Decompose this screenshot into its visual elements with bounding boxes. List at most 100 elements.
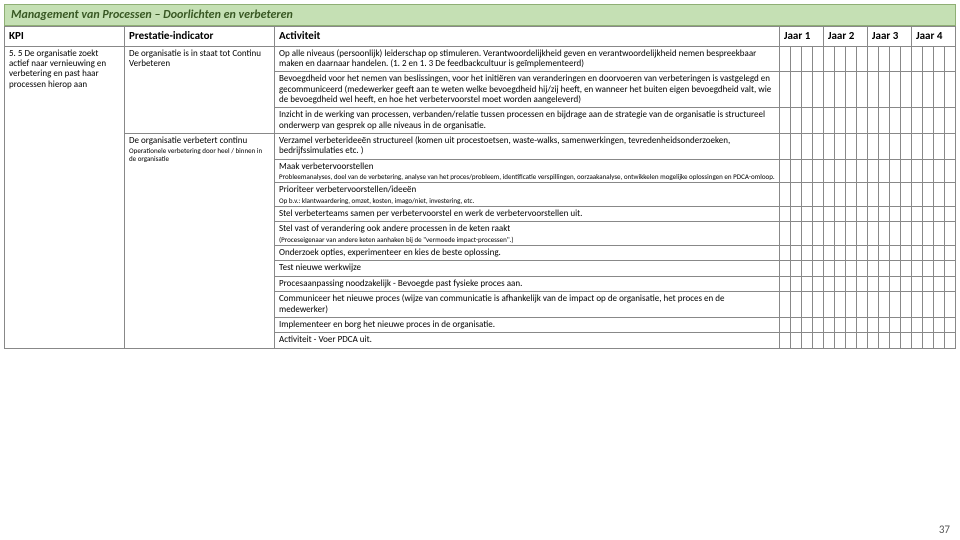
activity-cell: Onderzoek opties, experimenteer en kies … xyxy=(275,246,780,261)
header-activiteit: Activiteit xyxy=(275,27,780,47)
quarter-cell xyxy=(856,134,867,160)
activity-cell: Stel vast of verandering ook andere proc… xyxy=(275,222,780,246)
activity-cell: Communiceer het nieuwe proces (wijze van… xyxy=(275,292,780,318)
quarter-cell xyxy=(823,246,834,261)
quarter-cell xyxy=(801,292,812,318)
quarter-cell xyxy=(790,134,801,160)
quarter-cell xyxy=(911,46,922,72)
prestatie-subtext: Operationele verbetering door heel / bin… xyxy=(129,147,270,162)
quarter-cell xyxy=(812,72,823,108)
quarter-cell xyxy=(889,134,900,160)
quarter-cell xyxy=(922,72,933,108)
quarter-cell xyxy=(801,159,812,183)
quarter-cell xyxy=(856,261,867,276)
quarter-cell xyxy=(856,207,867,222)
quarter-cell xyxy=(856,46,867,72)
quarter-cell xyxy=(834,134,845,160)
quarter-cell xyxy=(889,72,900,108)
quarter-cell xyxy=(779,108,790,134)
quarter-cell xyxy=(845,246,856,261)
quarter-cell xyxy=(922,183,933,207)
quarter-cell xyxy=(779,159,790,183)
quarter-cell xyxy=(911,222,922,246)
quarter-cell xyxy=(900,134,911,160)
quarter-cell xyxy=(812,108,823,134)
quarter-cell xyxy=(911,261,922,276)
quarter-cell xyxy=(900,108,911,134)
quarter-cell xyxy=(812,159,823,183)
quarter-cell xyxy=(867,261,878,276)
quarter-cell xyxy=(845,222,856,246)
quarter-cell xyxy=(933,72,944,108)
quarter-cell xyxy=(944,183,955,207)
quarter-cell xyxy=(922,134,933,160)
activity-text: Activiteit - Voer PDCA uit. xyxy=(279,334,372,345)
quarter-cell xyxy=(944,159,955,183)
quarter-cell xyxy=(922,317,933,332)
quarter-cell xyxy=(845,333,856,348)
quarter-cell xyxy=(922,246,933,261)
quarter-cell xyxy=(856,317,867,332)
quarter-cell xyxy=(933,246,944,261)
quarter-cell xyxy=(878,183,889,207)
quarter-cell xyxy=(878,108,889,134)
quarter-cell xyxy=(812,246,823,261)
prestatie-cell: De organisatie is in staat tot Continu V… xyxy=(125,46,275,133)
quarter-cell xyxy=(834,317,845,332)
quarter-cell xyxy=(823,46,834,72)
quarter-cell xyxy=(889,261,900,276)
activity-cell: Activiteit - Voer PDCA uit. xyxy=(275,333,780,348)
activity-cell: Prioriteer verbetervoorstellen/ideeënOp … xyxy=(275,183,780,207)
quarter-cell xyxy=(845,108,856,134)
table-row: 5. 5 De organisatie zoekt actief naar ve… xyxy=(5,46,956,72)
activity-text: Stel vast of verandering ook andere proc… xyxy=(279,223,510,234)
quarter-cell xyxy=(834,261,845,276)
quarter-cell xyxy=(801,72,812,108)
quarter-cell xyxy=(900,261,911,276)
quarter-cell xyxy=(790,46,801,72)
quarter-cell xyxy=(867,46,878,72)
quarter-cell xyxy=(812,261,823,276)
activity-text: Stel verbeterteams samen per verbetervoo… xyxy=(279,208,582,219)
quarter-cell xyxy=(779,317,790,332)
quarter-cell xyxy=(867,108,878,134)
quarter-cell xyxy=(823,261,834,276)
quarter-cell xyxy=(867,333,878,348)
activity-text: Maak verbetervoorstellen xyxy=(279,161,373,172)
quarter-cell xyxy=(834,72,845,108)
quarter-cell xyxy=(911,333,922,348)
quarter-cell xyxy=(944,207,955,222)
activity-cell: Stel verbeterteams samen per verbetervoo… xyxy=(275,207,780,222)
quarter-cell xyxy=(878,159,889,183)
quarter-cell xyxy=(845,261,856,276)
quarter-cell xyxy=(878,276,889,291)
quarter-cell xyxy=(900,246,911,261)
quarter-cell xyxy=(779,222,790,246)
quarter-cell xyxy=(834,207,845,222)
quarter-cell xyxy=(878,222,889,246)
quarter-cell xyxy=(889,317,900,332)
quarter-cell xyxy=(823,72,834,108)
quarter-cell xyxy=(790,207,801,222)
activity-text: Prioriteer verbetervoorstellen/ideeën xyxy=(279,184,416,195)
quarter-cell xyxy=(823,222,834,246)
quarter-cell xyxy=(779,183,790,207)
page-number: 37 xyxy=(939,523,950,536)
quarter-cell xyxy=(889,183,900,207)
quarter-cell xyxy=(823,317,834,332)
quarter-cell xyxy=(779,261,790,276)
quarter-cell xyxy=(900,183,911,207)
quarter-cell xyxy=(790,333,801,348)
quarter-cell xyxy=(911,108,922,134)
quarter-cell xyxy=(812,333,823,348)
quarter-cell xyxy=(834,222,845,246)
header-jaar4: Jaar 4 xyxy=(911,27,955,47)
quarter-cell xyxy=(922,261,933,276)
activity-cell: Op alle niveaus (persoonlijk) leiderscha… xyxy=(275,46,780,72)
quarter-cell xyxy=(944,292,955,318)
prestatie-cell: De organisatie verbetert continuOperatio… xyxy=(125,134,275,349)
quarter-cell xyxy=(933,317,944,332)
kpi-table: KPI Prestatie-indicator Activiteit Jaar … xyxy=(4,26,956,349)
quarter-cell xyxy=(790,246,801,261)
quarter-cell xyxy=(911,72,922,108)
